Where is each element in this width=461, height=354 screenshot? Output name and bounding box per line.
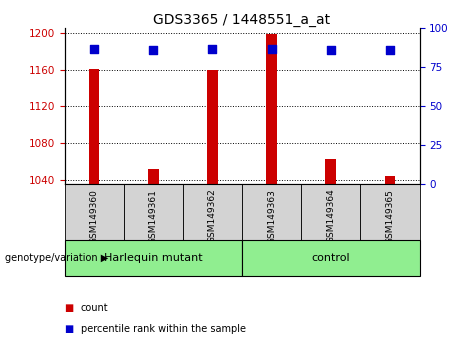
Bar (207, 70, 218, 184)
Bar (65, 184, 124, 240)
Text: ■: ■ (65, 303, 74, 313)
Text: Harlequin mutant: Harlequin mutant (104, 253, 202, 263)
Text: control: control (312, 253, 350, 263)
Bar (124, 184, 183, 240)
Bar (301, 184, 361, 240)
Bar (65, 240, 242, 276)
Bar (89, 69, 100, 184)
Text: genotype/variation ▶: genotype/variation ▶ (5, 253, 108, 263)
Text: GSM149362: GSM149362 (208, 189, 217, 244)
Bar (325, 159, 336, 184)
Point (209, 46, 216, 51)
Text: GSM149360: GSM149360 (89, 189, 99, 244)
Bar (242, 240, 420, 276)
Text: GSM149365: GSM149365 (385, 189, 395, 244)
Title: GDS3365 / 1448551_a_at: GDS3365 / 1448551_a_at (154, 13, 331, 27)
Bar (361, 184, 420, 240)
Point (327, 47, 334, 53)
Bar (183, 184, 242, 240)
Text: GSM149364: GSM149364 (326, 189, 335, 244)
Point (268, 46, 275, 51)
Bar (266, 34, 277, 184)
Point (149, 47, 157, 53)
Text: percentile rank within the sample: percentile rank within the sample (81, 324, 246, 334)
Bar (384, 176, 395, 184)
Bar (148, 169, 159, 184)
Point (90, 46, 98, 51)
Text: ■: ■ (65, 324, 74, 334)
Text: GSM149363: GSM149363 (267, 189, 276, 244)
Point (386, 47, 394, 53)
Text: GSM149361: GSM149361 (149, 189, 158, 244)
Text: count: count (81, 303, 108, 313)
Bar (242, 184, 301, 240)
